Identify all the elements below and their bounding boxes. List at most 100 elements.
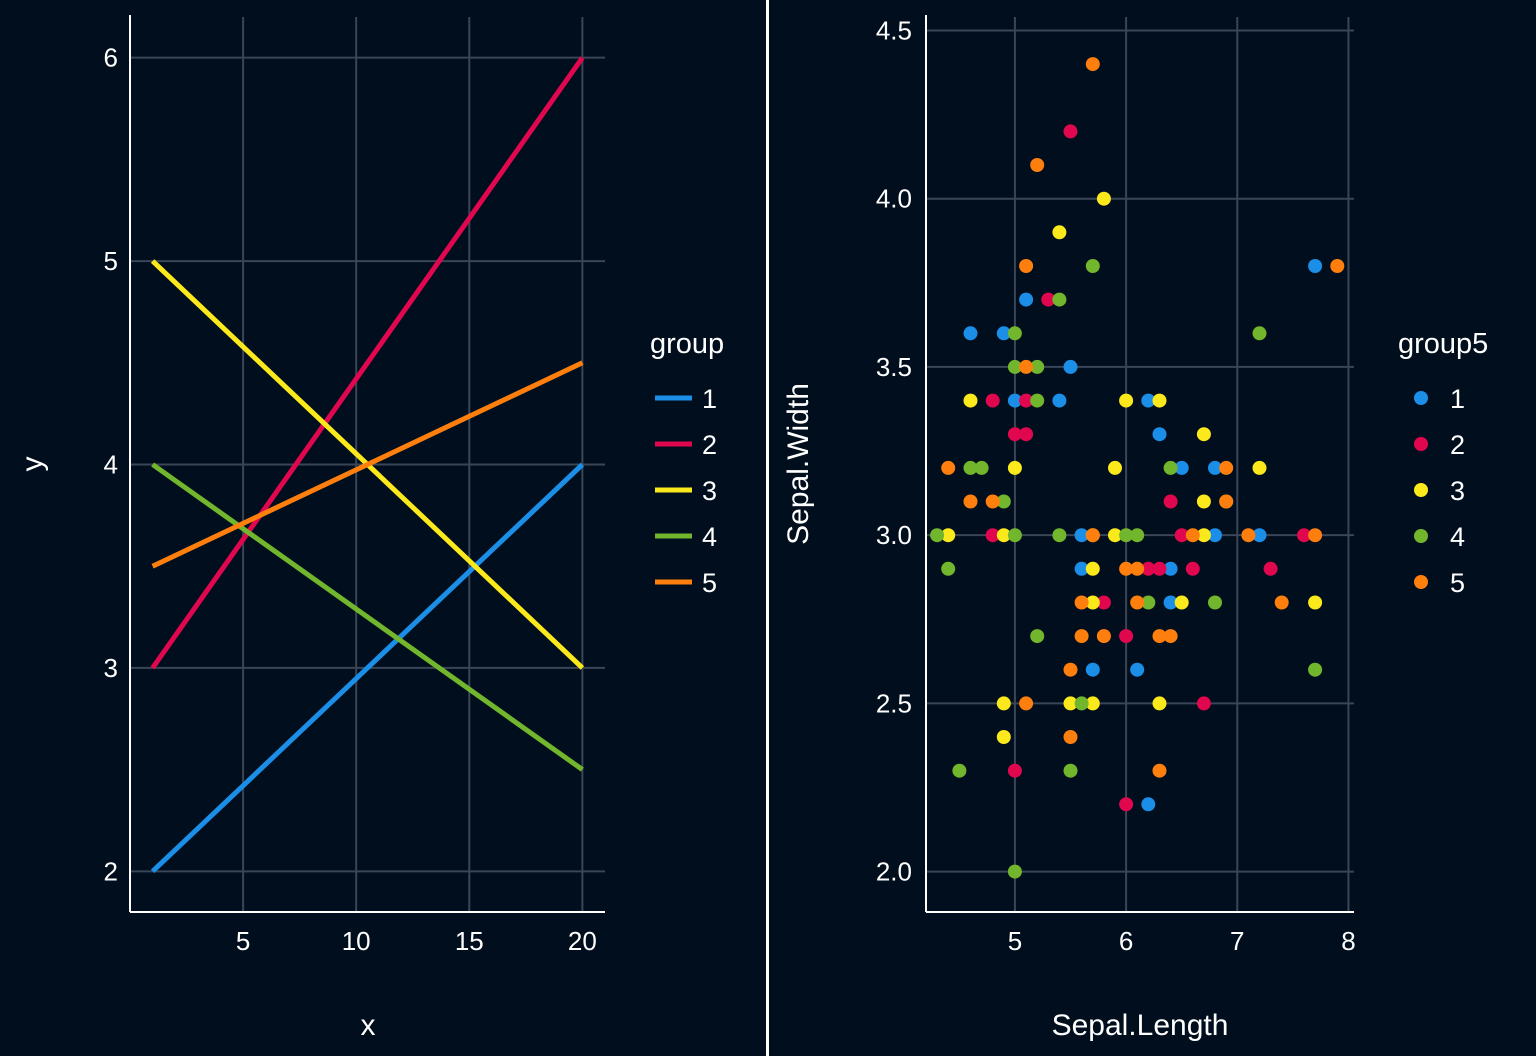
right-legend-label-2: 2: [1450, 430, 1465, 460]
scatter-point-group-5: [1085, 528, 1100, 543]
scatter-point-group-5: [1163, 629, 1178, 644]
scatter-point-group-1: [963, 326, 978, 341]
scatter-point-group-1: [1141, 797, 1156, 812]
scatter-point-group-2: [1196, 696, 1211, 711]
scatter-point-group-5: [1019, 259, 1034, 273]
scatter-point-group-4: [1163, 460, 1178, 475]
scatter-point-group-4: [1085, 259, 1100, 273]
scatter-point-group-2: [1119, 797, 1134, 812]
scatter-point-group-2: [1119, 629, 1134, 644]
right-legend-label-1: 1: [1450, 384, 1465, 414]
scatter-point-group-4: [1119, 528, 1134, 543]
left-y-tick-label: 4: [104, 450, 118, 480]
scatter-point-group-3: [1196, 528, 1211, 543]
scatter-point-group-4: [1030, 629, 1045, 644]
right-points: [930, 57, 1345, 879]
scatter-point-group-5: [1219, 494, 1234, 509]
scatter-point-group-5: [1241, 528, 1256, 543]
left-legend-label-1: 1: [702, 384, 717, 414]
scatter-point-group-1: [1208, 528, 1222, 543]
scatter-point-group-2: [1007, 763, 1022, 778]
right-y-tick-label: 2.5: [876, 688, 912, 718]
scatter-point-group-2: [1007, 427, 1022, 442]
scatter-point-group-3: [996, 730, 1011, 744]
right-tick-labels: 5 6 7 8 2.0 2.5 3.0 3.5 4.0 4.5: [876, 15, 1356, 956]
scatter-point-group-2: [1297, 528, 1311, 543]
scatter-point-group-1: [1174, 460, 1189, 475]
scatter-point-group-2: [1019, 427, 1034, 442]
left-legend: group 1 2 3 4 5: [650, 328, 724, 598]
left-line-chart: 5 10 15 20 2 3 4 5 6 x y group 1 2 3 4 5: [16, 15, 724, 1042]
scatter-point-group-5: [1130, 561, 1145, 576]
scatter-point-group-3: [1108, 528, 1122, 543]
scatter-point-group-1: [1163, 561, 1178, 576]
scatter-point-group-3: [1063, 696, 1078, 711]
scatter-point-group-4: [1007, 359, 1022, 374]
scatter-point-group-2: [1163, 494, 1178, 509]
scatter-point-group-2: [1063, 124, 1078, 139]
scatter-point-group-1: [1141, 393, 1156, 408]
scatter-point-group-1: [1152, 427, 1167, 442]
left-legend-label-5: 5: [702, 568, 717, 598]
left-legend-label-2: 2: [702, 430, 717, 460]
right-y-tick-label: 3.0: [876, 520, 912, 550]
scatter-point-group-1: [1052, 393, 1067, 408]
scatter-point-group-4: [1007, 528, 1022, 543]
scatter-point-group-2: [1096, 595, 1111, 610]
scatter-point-group-5: [1274, 595, 1289, 610]
right-x-tick-label: 5: [1008, 926, 1022, 956]
left-x-tick-label: 15: [455, 926, 484, 956]
scatter-point-group-5: [1185, 528, 1200, 543]
scatter-point-group-3: [1152, 393, 1167, 408]
scatter-point-group-3: [1085, 696, 1100, 711]
scatter-point-group-4: [1030, 359, 1045, 374]
scatter-point-group-3: [1252, 460, 1267, 475]
scatter-point-group-2: [1263, 561, 1278, 576]
scatter-point-group-3: [963, 393, 978, 408]
scatter-point-group-5: [1063, 730, 1078, 744]
scatter-point-group-5: [963, 494, 978, 509]
scatter-point-group-4: [974, 460, 989, 475]
scatter-point-group-4: [1308, 662, 1323, 677]
scatter-point-group-3: [1119, 393, 1134, 408]
scatter-point-group-4: [1141, 595, 1156, 610]
scatter-point-group-3: [1174, 595, 1189, 610]
scatter-point-group-3: [1108, 460, 1122, 475]
panel-separator: [766, 0, 769, 1056]
left-y-tick-label: 6: [104, 43, 118, 73]
scatter-point-group-5: [1030, 158, 1045, 172]
right-axes: [925, 15, 1354, 913]
scatter-point-group-4: [1074, 696, 1089, 711]
scatter-point-group-2: [1174, 528, 1189, 543]
scatter-point-group-5: [1152, 763, 1167, 778]
scatter-point-group-2: [1185, 561, 1200, 576]
right-legend-label-3: 3: [1450, 476, 1465, 506]
right-legend-key-2: [1414, 437, 1428, 451]
scatter-point-group-3: [996, 528, 1011, 543]
right-legend-key-3: [1414, 483, 1428, 497]
scatter-point-group-4: [941, 561, 956, 576]
left-y-tick-label: 3: [104, 653, 118, 683]
scatter-point-group-4: [1052, 528, 1067, 543]
scatter-point-group-4: [996, 494, 1011, 509]
scatter-point-group-1: [1063, 359, 1078, 374]
scatter-point-group-5: [1219, 460, 1234, 475]
left-legend-label-3: 3: [702, 476, 717, 506]
left-x-tick-label: 20: [568, 926, 597, 956]
scatter-point-group-4: [930, 528, 945, 543]
scatter-point-group-1: [1130, 662, 1145, 677]
series-line-2: [150, 56, 585, 670]
left-y-tick-label: 2: [104, 856, 118, 886]
scatter-point-group-3: [1152, 696, 1167, 711]
scatter-point-group-3: [1007, 460, 1022, 475]
scatter-point-group-4: [1007, 326, 1022, 341]
right-legend-key-4: [1414, 529, 1428, 543]
scatter-point-group-3: [1052, 225, 1067, 240]
right-y-tick-label: 4.0: [876, 184, 912, 214]
scatter-point-group-3: [1308, 595, 1323, 610]
left-x-tick-label: 5: [236, 926, 250, 956]
scatter-point-group-2: [1041, 292, 1056, 307]
right-legend-label-5: 5: [1450, 568, 1465, 598]
